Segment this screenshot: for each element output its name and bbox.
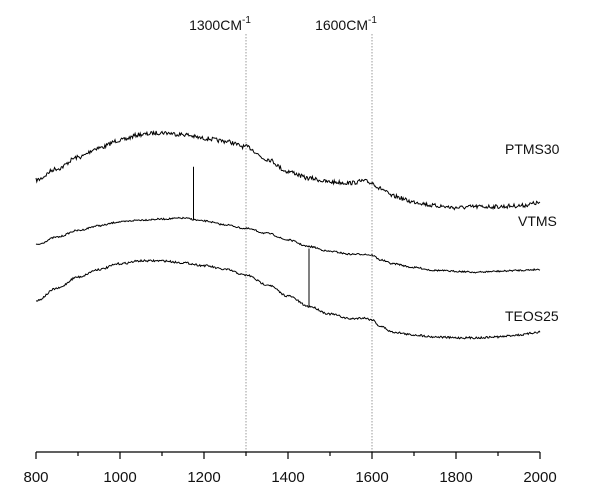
x-axis: 800 1000 1200 1400 1600 1800 2000: [23, 451, 557, 486]
series-line-teos25: [35, 258, 541, 340]
x-tick-label-1000: 1000: [103, 469, 136, 486]
series-labels: PTMS30 VTMS TEOS25: [505, 141, 560, 324]
series-label-vtms: VTMS: [518, 213, 557, 229]
series-layer: [35, 129, 541, 340]
x-tick-label-1600: 1600: [355, 469, 388, 486]
series-label-teos25: TEOS25: [505, 308, 559, 324]
series-line-vtms: [35, 216, 541, 274]
x-tick-label-1400: 1400: [271, 469, 304, 486]
x-tick-label-1200: 1200: [187, 469, 220, 486]
reference-label-1300: 1300CM-1: [189, 15, 251, 33]
x-tick-label-2000: 2000: [523, 469, 556, 486]
series-line-ptms30: [35, 129, 541, 211]
series-label-ptms30: PTMS30: [505, 141, 560, 157]
reference-label-1600: 1600CM-1: [315, 15, 377, 33]
reference-lines: 1300CM-1 1600CM-1: [189, 15, 377, 452]
x-tick-label-1800: 1800: [439, 469, 472, 486]
x-tick-label-800: 800: [23, 469, 48, 486]
